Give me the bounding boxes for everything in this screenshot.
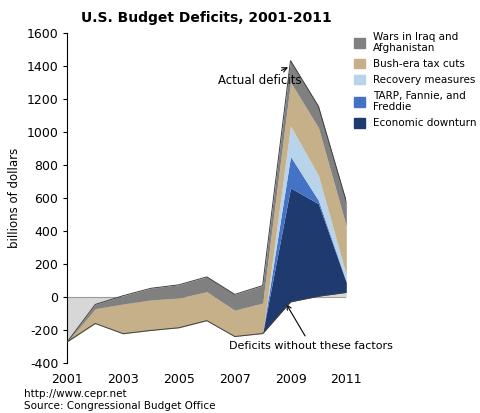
Title: U.S. Budget Deficits, 2001-2011: U.S. Budget Deficits, 2001-2011 [81, 11, 332, 25]
Text: Actual deficits: Actual deficits [217, 68, 301, 88]
Text: http://www.cepr.net
Source: Congressional Budget Office: http://www.cepr.net Source: Congressiona… [24, 389, 215, 411]
Text: Deficits without these factors: Deficits without these factors [228, 305, 392, 351]
Legend: Wars in Iraq and
Afghanistan, Bush-era tax cuts, Recovery measures, TARP, Fannie: Wars in Iraq and Afghanistan, Bush-era t… [354, 32, 476, 128]
Y-axis label: billions of dollars: billions of dollars [8, 148, 21, 248]
